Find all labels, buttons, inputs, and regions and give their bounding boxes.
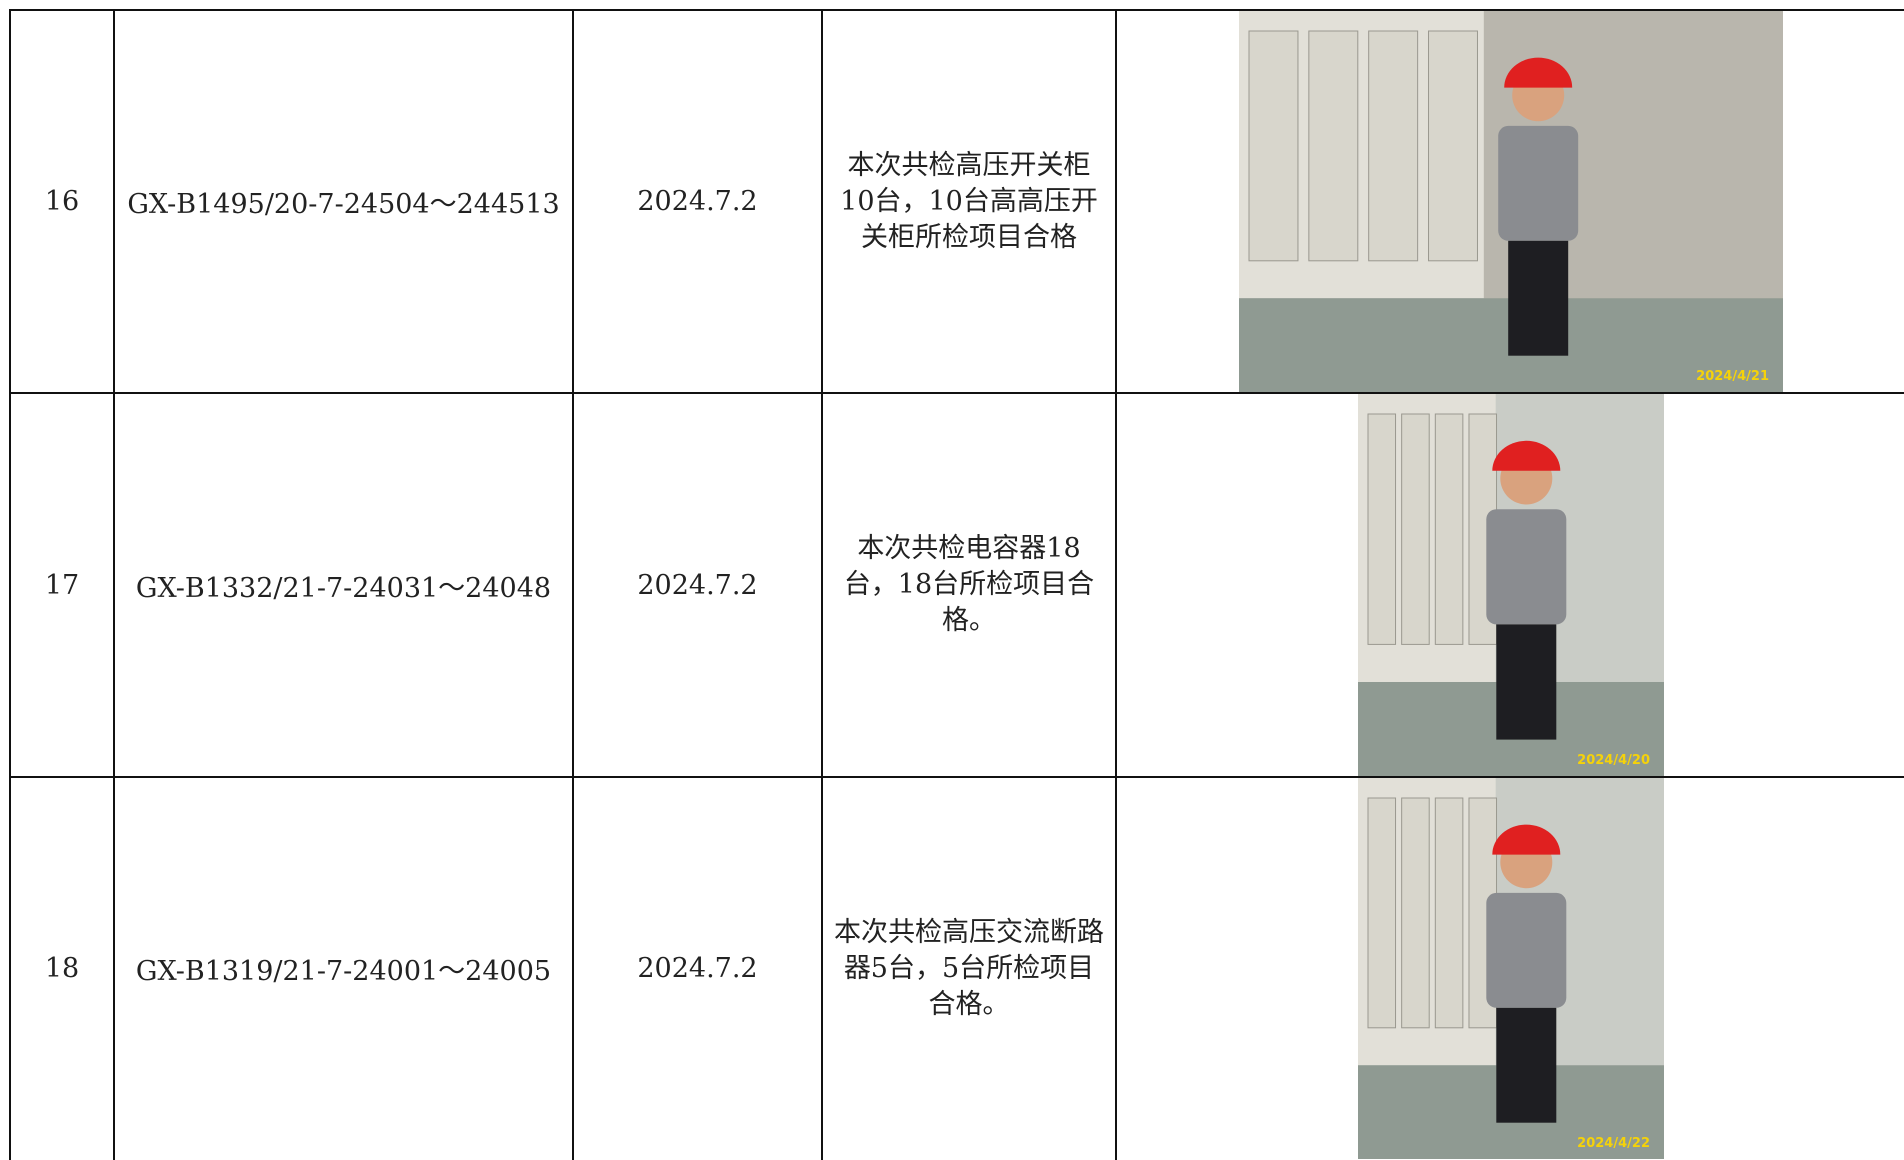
no-cell: 18 xyxy=(10,777,114,1160)
code-text: GX-B1495/20-7-24504～244513 xyxy=(127,189,560,220)
date-cell: 2024.7.2 xyxy=(573,393,822,777)
no-cell: 17 xyxy=(10,393,114,777)
column-border xyxy=(572,10,574,1160)
code-text: GX-B1319/21-7-24001～24005 xyxy=(135,956,552,987)
code-cell: GX-B1332/21-7-24031～24048 xyxy=(114,393,573,777)
column-border xyxy=(113,10,115,1160)
photo-date-stamp: 2024/4/21 xyxy=(1696,369,1769,384)
column-border xyxy=(9,10,11,1160)
result-text: 本次共检电容器18台，18台所检项目合格。 xyxy=(843,533,1095,636)
code-cell: GX-B1319/21-7-24001～24005 xyxy=(114,777,573,1160)
row-border xyxy=(9,776,1904,778)
no-text: 18 xyxy=(44,953,80,984)
no-cell: 16 xyxy=(10,10,114,393)
date-text: 2024.7.2 xyxy=(637,186,758,217)
result-cell: 本次共检电容器18台，18台所检项目合格。 xyxy=(822,393,1116,777)
result-text: 本次共检高压交流断路器5台，5台所检项目合格。 xyxy=(834,916,1104,1020)
code-text: GX-B1332/21-7-24031～24048 xyxy=(135,572,552,604)
code-cell: GX-B1495/20-7-24504～244513 xyxy=(114,10,573,393)
date-cell: 2024.7.2 xyxy=(573,10,822,393)
date-text: 2024.7.2 xyxy=(637,569,758,601)
row-border xyxy=(9,392,1904,394)
row-border xyxy=(9,9,1904,11)
date-cell: 2024.7.2 xyxy=(573,777,822,1160)
inspection-photo: 2024/4/22 xyxy=(1358,778,1664,1159)
no-text: 16 xyxy=(44,186,80,217)
result-cell: 本次共检高压开关柜10台，10台高高压开关柜所检项目合格 xyxy=(822,10,1116,393)
date-text: 2024.7.2 xyxy=(637,953,758,984)
result-cell: 本次共检高压交流断路器5台，5台所检项目合格。 xyxy=(822,777,1116,1160)
photo-date-stamp: 2024/4/22 xyxy=(1577,1136,1650,1151)
column-border xyxy=(821,10,823,1160)
photo-date-stamp: 2024/4/20 xyxy=(1577,753,1650,768)
inspection-photo: 2024/4/21 xyxy=(1239,11,1783,392)
result-text: 本次共检高压开关柜10台，10台高高压开关柜所检项目合格 xyxy=(840,149,1098,253)
no-text: 17 xyxy=(44,569,80,601)
inspection-photo: 2024/4/20 xyxy=(1358,394,1664,776)
column-border xyxy=(1115,10,1117,1160)
